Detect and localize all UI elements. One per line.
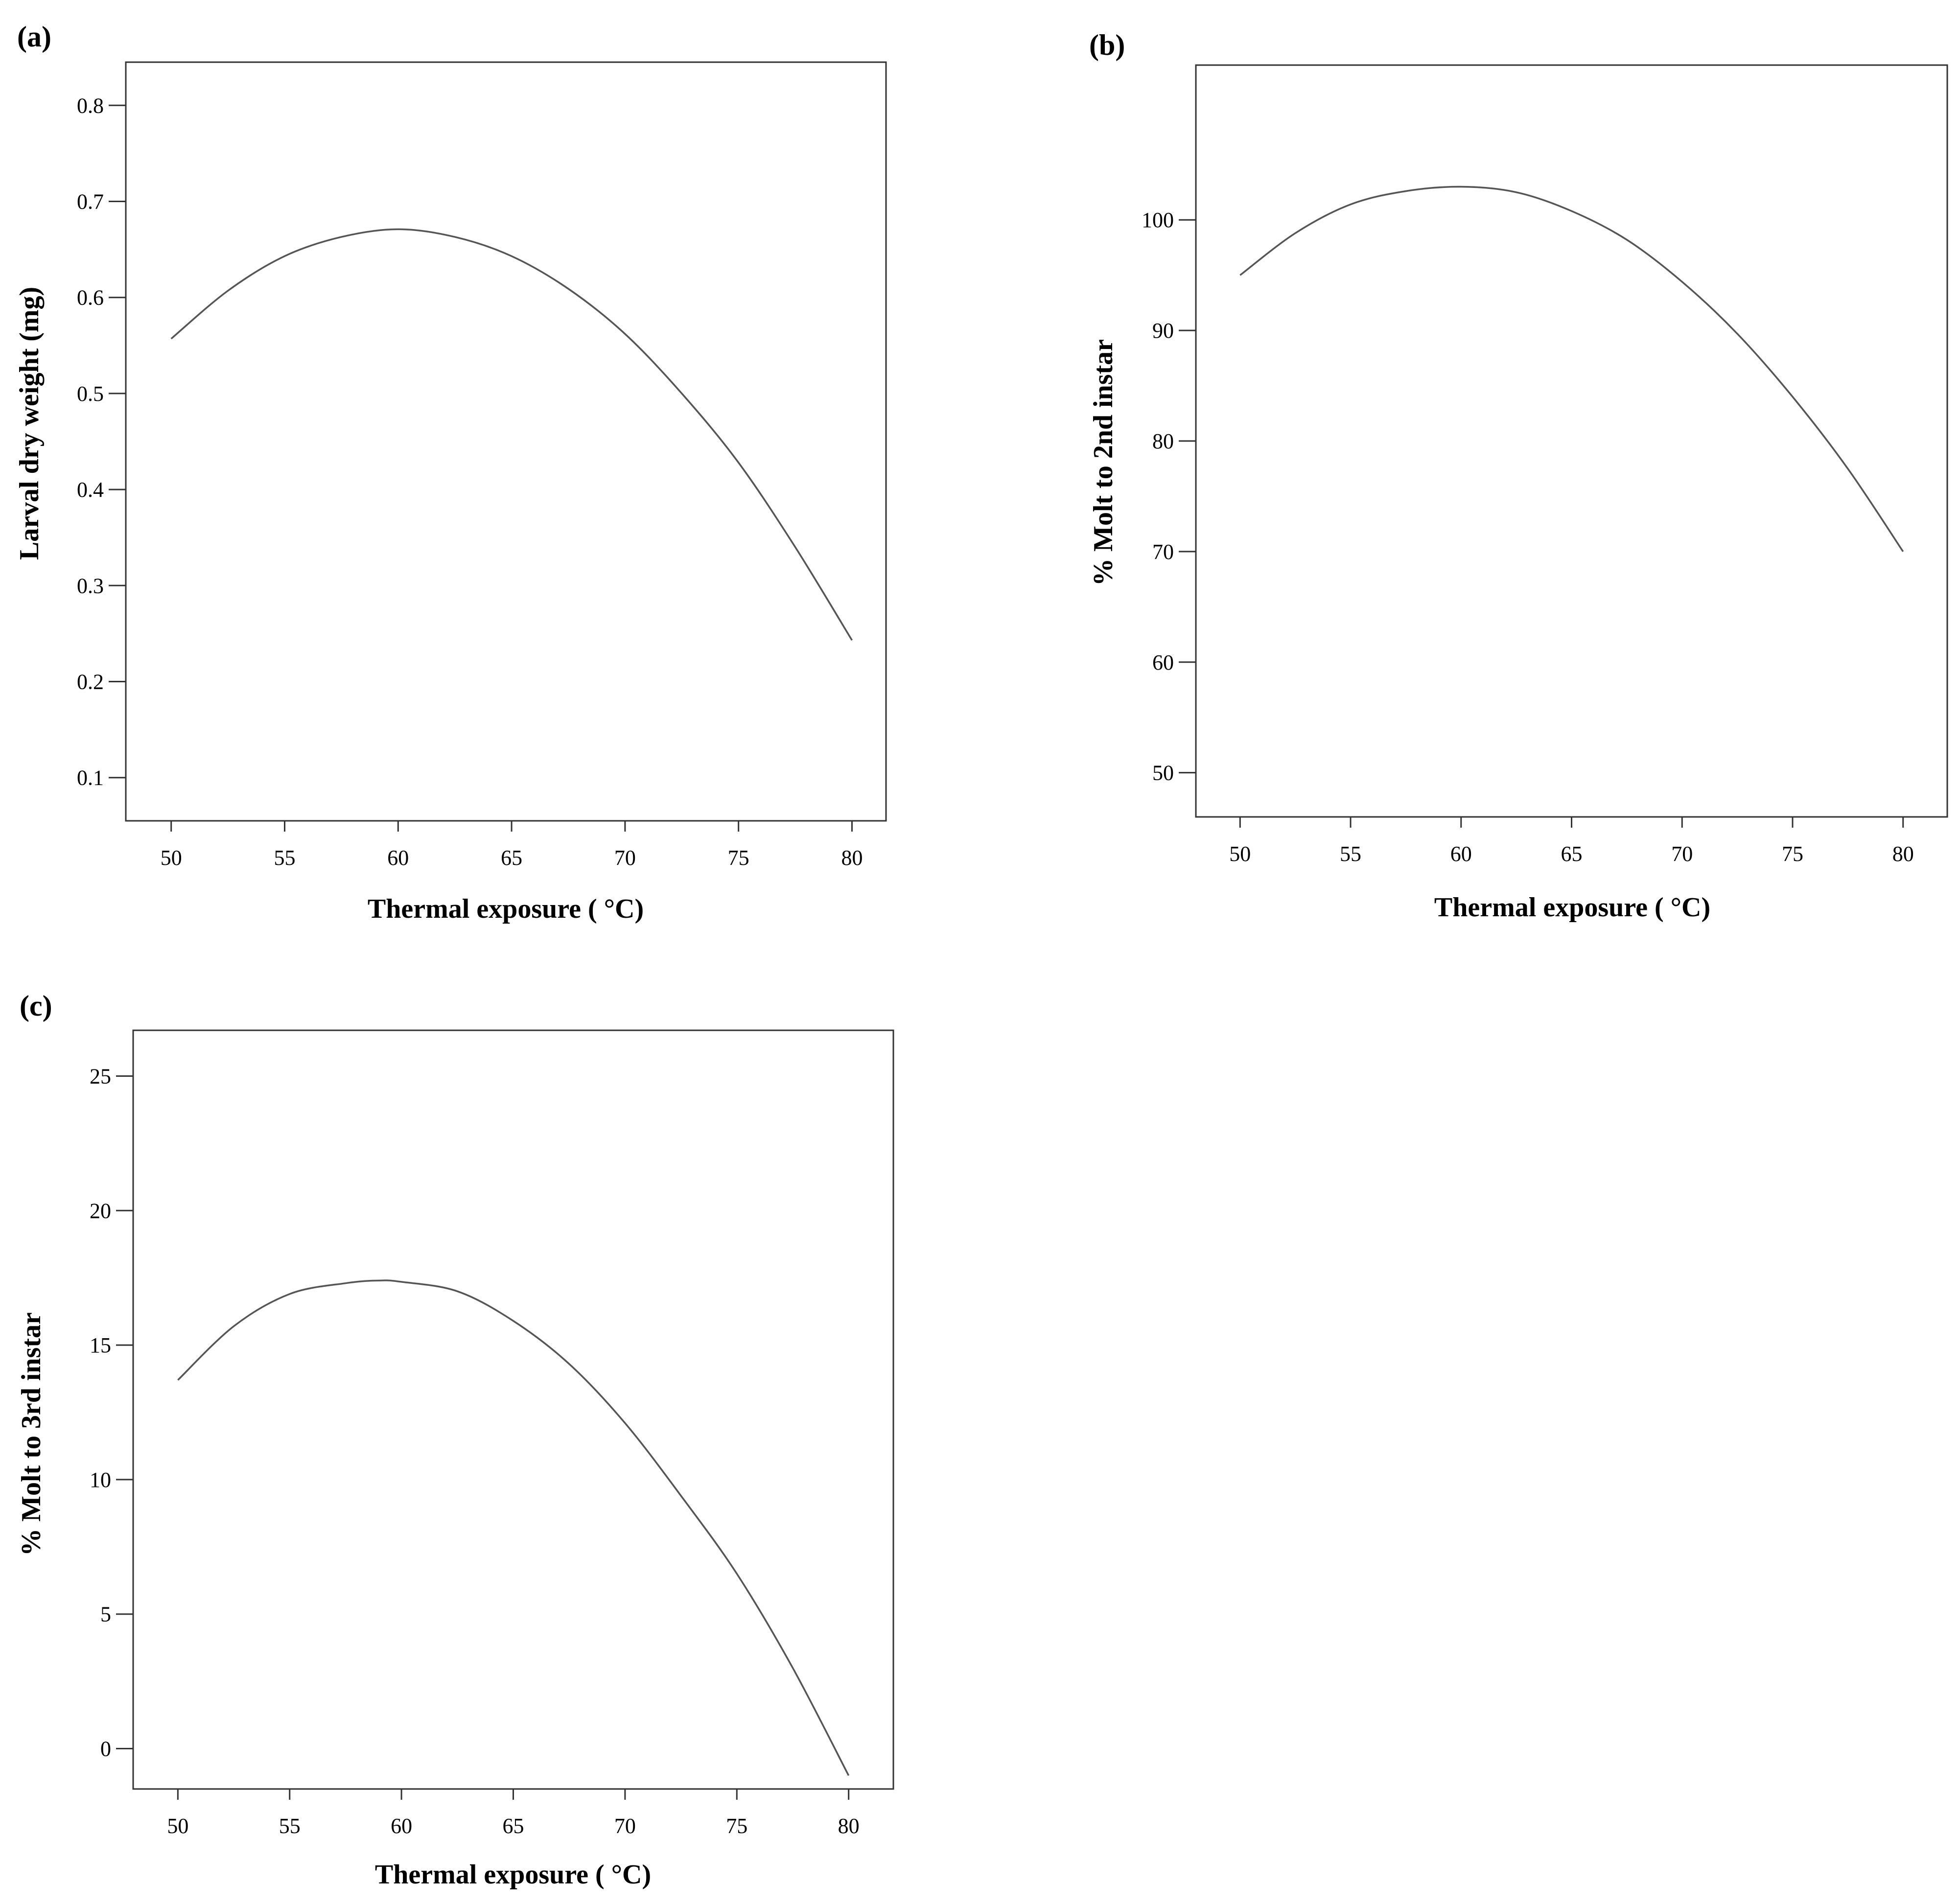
x-tick-label: 60 bbox=[1450, 842, 1472, 866]
x-tick-label: 75 bbox=[1782, 842, 1803, 866]
x-axis-title-b: Thermal exposure ( °C) bbox=[1434, 892, 1710, 923]
y-axis-title-a: Larval dry weight (mg) bbox=[14, 287, 45, 560]
x-tick-label: 80 bbox=[1892, 842, 1914, 866]
panel-label-b: (b) bbox=[1089, 29, 1125, 61]
x-tick-label: 60 bbox=[391, 1814, 412, 1838]
y-tick-label: 0.6 bbox=[77, 286, 104, 310]
x-tick-label: 60 bbox=[387, 846, 409, 870]
series-line-b bbox=[1239, 186, 1904, 552]
y-tick-label: 0.4 bbox=[77, 478, 104, 502]
y-tick-label: 0.8 bbox=[77, 93, 104, 117]
series-line-a bbox=[170, 228, 853, 641]
x-tick-label: 55 bbox=[274, 846, 296, 870]
x-tick-label: 70 bbox=[614, 1814, 636, 1838]
x-tick-label: 80 bbox=[841, 846, 863, 870]
panel-b: (b) 50 55 60 65 70 75 80 50 60 70 80 90 100 Thermal … bbox=[1088, 29, 1948, 923]
panel-c: (c) 50 55 60 65 70 75 80 0 5 10 15 20 25 Thermal exp… bbox=[16, 990, 894, 1890]
x-tick-label: 70 bbox=[614, 846, 636, 870]
ticks-a: 50 55 60 65 70 75 80 0.1 0.2 0.3 0.4 0.5 0.6 0.7 0.8 bbox=[77, 93, 863, 870]
x-tick-label: 75 bbox=[728, 846, 749, 870]
x-tick-label: 50 bbox=[1229, 842, 1251, 866]
y-tick-label: 50 bbox=[1152, 761, 1174, 785]
y-tick-label: 100 bbox=[1142, 208, 1174, 232]
x-tick-label: 50 bbox=[161, 846, 182, 870]
x-tick-label: 75 bbox=[726, 1814, 747, 1838]
y-tick-label: 25 bbox=[90, 1064, 111, 1088]
y-tick-label: 60 bbox=[1152, 650, 1174, 674]
y-tick-label: 10 bbox=[90, 1468, 111, 1492]
y-tick-label: 15 bbox=[90, 1333, 111, 1357]
x-tick-label: 55 bbox=[279, 1814, 301, 1838]
y-tick-label: 0.1 bbox=[77, 766, 104, 790]
x-tick-label: 50 bbox=[167, 1814, 188, 1838]
y-axis-title-c: % Molt to 3rd instar bbox=[16, 1312, 47, 1556]
x-tick-label: 80 bbox=[838, 1814, 860, 1838]
plot-frame-a bbox=[125, 61, 887, 822]
x-tick-label: 70 bbox=[1671, 842, 1693, 866]
y-tick-label: 70 bbox=[1152, 540, 1174, 564]
x-axis-title-a: Thermal exposure ( °C) bbox=[368, 894, 644, 924]
series-line-c bbox=[177, 1279, 850, 1776]
x-tick-label: 65 bbox=[1561, 842, 1583, 866]
x-axis-title-c: Thermal exposure ( °C) bbox=[375, 1859, 651, 1890]
x-tick-label: 65 bbox=[501, 846, 522, 870]
x-tick-label: 55 bbox=[1340, 842, 1361, 866]
y-tick-label: 0.7 bbox=[77, 189, 104, 213]
y-tick-label: 0.3 bbox=[77, 574, 104, 598]
ticks-c: 50 55 60 65 70 75 80 0 5 10 15 20 25 bbox=[90, 1064, 860, 1838]
y-axis-title-b: % Molt to 2nd instar bbox=[1088, 339, 1119, 586]
y-tick-label: 0.5 bbox=[77, 382, 104, 406]
ticks-b: 50 55 60 65 70 75 80 50 60 70 80 90 100 bbox=[1142, 208, 1914, 866]
panel-a: (a) 50 55 60 65 70 75 80 0.1 0.2 0.3 0.4 0.5 0.6 0.7 0… bbox=[14, 21, 887, 924]
y-tick-label: 0.2 bbox=[77, 670, 104, 694]
y-tick-label: 5 bbox=[100, 1602, 111, 1626]
y-tick-label: 80 bbox=[1152, 429, 1174, 453]
y-tick-label: 90 bbox=[1152, 319, 1174, 343]
plot-frame-b bbox=[1195, 64, 1948, 818]
plot-frame-c bbox=[132, 1029, 894, 1790]
panel-label-c: (c) bbox=[20, 990, 52, 1022]
panel-label-a: (a) bbox=[17, 21, 51, 53]
y-tick-label: 20 bbox=[90, 1199, 111, 1223]
x-tick-label: 65 bbox=[503, 1814, 524, 1838]
y-tick-label: 0 bbox=[100, 1737, 111, 1761]
